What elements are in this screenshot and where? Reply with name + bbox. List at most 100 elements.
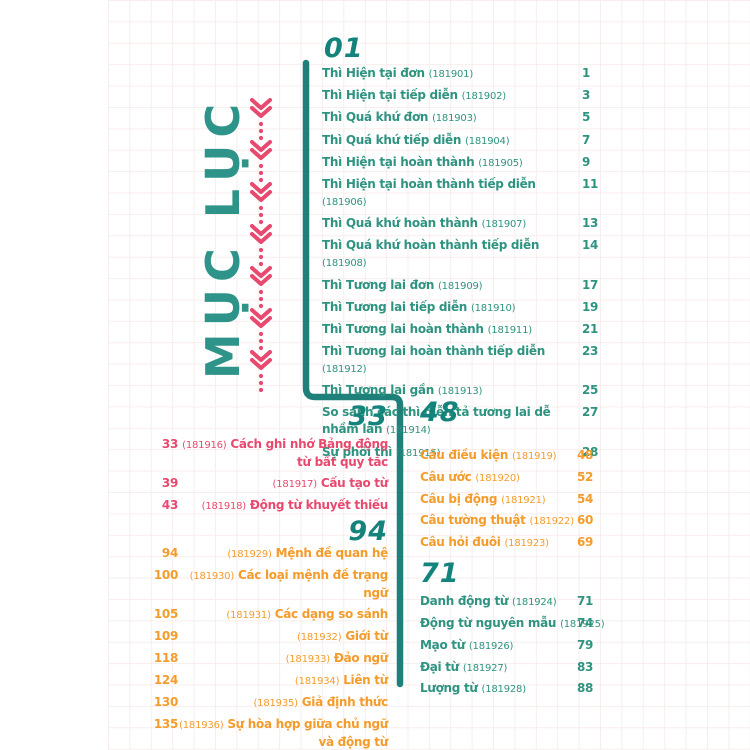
toc-entry: Đại từ (181927) 83: [420, 659, 630, 677]
toc-entry-page: 135: [153, 717, 178, 731]
toc-entry-code: (181934): [294, 676, 340, 687]
toc-entry-page: 9: [582, 154, 591, 169]
toc-entry-page: 33: [161, 437, 178, 451]
section-71-list: Danh động từ (181924) 71 Động từ nguyên …: [420, 593, 630, 698]
toc-entry-code: (181932): [297, 632, 342, 643]
toc-entry-code: (181925): [560, 618, 605, 630]
toc-entry: 39 (181917) Cấu tạo từ: [140, 475, 388, 493]
toc-entry-label: Thì Hiện tại hoàn thành: [322, 154, 475, 169]
toc-entry-text: (181933) Đảo ngữ: [178, 650, 389, 668]
toc-entry: Thì Hiện tại tiếp diễn (181902) 3: [322, 87, 612, 105]
toc-entry-code: (181915): [396, 447, 441, 459]
toc-entry-text: Danh động từ (181924): [420, 594, 557, 609]
section-94-number: 94: [348, 516, 388, 547]
toc-entry-label: Mạo từ: [420, 637, 465, 652]
toc-entry-text: Câu tường thuật (181922): [420, 513, 574, 527]
toc-entry-code: (181919): [511, 451, 557, 462]
toc-entry-page: 25: [582, 383, 599, 398]
toc-entry-label: Thì Hiện tại đơn: [322, 66, 425, 80]
section-01-number: 01: [324, 33, 364, 64]
toc-entry-page: 48: [577, 448, 594, 462]
toc-entry: 94 (181929) Mệnh đề quan hệ: [140, 545, 388, 563]
toc-entry-text: Thì Tương lai hoàn thành (181911): [322, 321, 579, 339]
toc-entry-page: 28: [582, 444, 599, 459]
toc-entry-label: Mệnh đề quan hệ: [275, 546, 389, 560]
toc-entry-label: Câu bị động: [420, 491, 498, 506]
toc-entry: Động từ nguyên mẫu (181925) 74: [420, 615, 630, 633]
toc-entry: Câu tường thuật (181922) 60: [420, 512, 630, 530]
toc-entry-text: (181917) Cấu tạo từ: [178, 475, 389, 493]
toc-entry: Sự phối thì (181915) 28: [322, 444, 612, 462]
toc-entry-text: Thì Hiện tại hoàn thành tiếp diễn (18190…: [322, 176, 579, 211]
toc-entry: 109 (181932) Giới từ: [140, 628, 388, 646]
toc-entry-page: 19: [582, 299, 599, 314]
toc-entry-text: Thì Tương lai gần (181913): [322, 382, 579, 400]
toc-entry-page: 79: [577, 637, 594, 652]
toc-entry: Thì Tương lai gần (181913) 25: [322, 382, 612, 400]
toc-entry: Lượng từ (181928) 88: [420, 680, 630, 698]
toc-entry-page: 105: [153, 607, 178, 621]
toc-entry: Mạo từ (181926) 79: [420, 637, 630, 655]
toc-entry-code: (181922): [529, 516, 575, 528]
toc-entry-text: Mạo từ (181926): [420, 638, 513, 652]
toc-entry-code: (181930): [189, 571, 235, 582]
toc-entry-label: Thì Tương lai gần: [322, 383, 434, 398]
toc-entry-text: Câu hỏi đuôi (181923): [420, 535, 549, 549]
section-33-94-column: 33 33 (181916) Cách ghi nhớ Bảng động từ…: [140, 403, 389, 750]
toc-entry-text: Câu bị động (181921): [420, 491, 546, 506]
toc-entry-page: 7: [582, 132, 591, 147]
toc-entry-page: 52: [577, 469, 594, 484]
toc-entry-text: Thì Hiện tại tiếp diễn (181902): [322, 87, 579, 105]
toc-entry: Câu ước (181920) 52: [420, 469, 630, 487]
toc-entry-label: Câu ước: [420, 469, 472, 484]
toc-entry-label: Thì Hiện tại tiếp diễn: [322, 88, 458, 103]
toc-entry-label: So sánh các thì diễn tả tương lai dễ nhầ…: [322, 405, 551, 437]
toc-entry-page: 109: [153, 629, 178, 643]
toc-entry-code: (181916): [182, 440, 227, 451]
toc-entry-code: (181908): [322, 258, 367, 270]
toc-entry-text: Thì Hiện tại đơn (181901): [322, 65, 579, 83]
toc-entry: 43 (181918) Động từ khuyết thiếu: [140, 497, 388, 515]
toc-entry-code: (181924): [512, 597, 557, 609]
toc-entry-label: Các loại mệnh đề trạng ngữ: [237, 568, 388, 600]
toc-entry-label: Lượng từ: [420, 681, 478, 696]
toc-entry-code: (181917): [272, 479, 318, 490]
toc-entry-label: Câu tường thuật: [420, 513, 526, 528]
toc-entry-code: (181936): [179, 720, 224, 731]
toc-entry-page: 14: [582, 238, 599, 253]
toc-entry-label: Các dạng so sánh: [274, 607, 389, 621]
toc-entry: Thì Quá khứ hoàn thành (181907) 13: [322, 215, 612, 233]
toc-entry-page: 27: [582, 405, 599, 420]
toc-entry-text: Sự phối thì (181915): [322, 444, 579, 462]
toc-entry-label: Thì Tương lai đơn: [322, 277, 435, 292]
toc-entry-page: 83: [577, 659, 594, 674]
toc-entry-text: (181929) Mệnh đề quan hệ: [178, 545, 388, 563]
toc-entry-label: Động từ nguyên mẫu: [420, 615, 557, 630]
toc-entry-code: (181903): [432, 113, 477, 125]
toc-entry-label: Giả định thức: [301, 695, 389, 709]
toc-entry-page: 69: [577, 535, 594, 550]
toc-entry-code: (181918): [201, 501, 247, 512]
toc-entry-code: (181907): [481, 219, 527, 231]
toc-entry-label: Thì Quá khứ tiếp diễn: [322, 132, 462, 147]
toc-entry-label: Giới từ: [345, 629, 388, 643]
toc-entry-text: Lượng từ (181928): [420, 681, 526, 695]
toc-entry: Thì Hiện tại đơn (181901) 1: [322, 65, 612, 83]
toc-entry-text: (181932) Giới từ: [178, 628, 388, 646]
squared-paper-grid: [108, 0, 750, 750]
toc-entry-code: (181921): [501, 494, 546, 506]
toc-entry-text: (181936) Sự hòa hợp giữa chủ ngữ và động…: [178, 716, 388, 750]
toc-entry-text: Thì Tương lai đơn (181909): [322, 277, 579, 295]
toc-entry: Thì Tương lai tiếp diễn (181910) 19: [322, 299, 612, 317]
toc-entry-text: Thì Quá khứ tiếp diễn (181904): [322, 132, 579, 150]
toc-entry-code: (181931): [226, 610, 271, 621]
toc-entry-text: Thì Quá khứ hoàn thành tiếp diễn (181908…: [322, 237, 579, 272]
toc-entry-page: 11: [582, 176, 599, 191]
section-48-list: Câu điều kiện (181919) 48 Câu ước (18192…: [420, 447, 630, 552]
toc-entry-code: (181913): [437, 386, 483, 398]
toc-entry-code: (181910): [470, 302, 516, 314]
toc-entry-page: 23: [582, 344, 599, 359]
toc-entry-code: (181904): [465, 135, 510, 147]
toc-entry-code: (181920): [475, 472, 520, 484]
